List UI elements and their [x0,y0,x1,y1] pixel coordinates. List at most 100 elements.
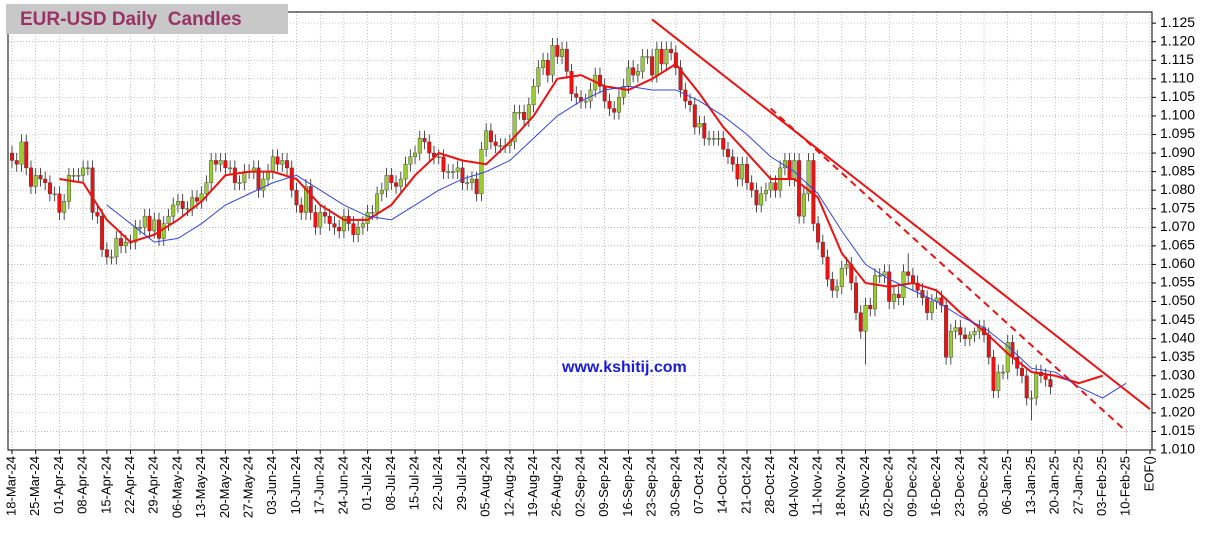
x-tick-label: 13-Jan-25 [1023,456,1038,515]
candle-body [602,86,607,102]
x-tick-label: 06-Jan-25 [999,456,1014,515]
candle-body [427,141,432,154]
candle-body [659,48,664,65]
candle-body [213,160,218,165]
x-tick-label: 10-Jun-24 [288,456,303,515]
candle-body [560,48,565,57]
candle-body [398,178,403,187]
candle-body [38,175,43,180]
overlay-line [651,18,1151,410]
candle-body [180,201,185,209]
annotation: www.kshitij.com [561,359,687,376]
candle-body [1048,379,1053,388]
candle-body [66,175,71,202]
overlay-line [769,107,1127,433]
marks-layer [10,18,1151,433]
y-tick-label: 1.090 [1160,144,1195,160]
candle-body [1043,375,1048,380]
candle-body [711,138,716,140]
candle-body [707,138,712,140]
candle-body [318,212,323,228]
x-tick-label: 02-Sep-24 [572,456,587,517]
candle-body [858,312,863,332]
x-tick-label: 20-May-24 [217,456,232,518]
candle-body [313,212,318,228]
x-tick-label: 21-Oct-24 [738,456,753,514]
candle-body [835,286,840,291]
candle-body [71,175,76,177]
candle-body [692,104,697,128]
candle-body [626,67,631,87]
candle-body [304,186,308,213]
candle-body [465,182,470,184]
x-tick-label: 01-Apr-24 [51,456,66,514]
candle-body [498,145,503,147]
candle-body [664,48,669,65]
candle-body [166,215,171,224]
x-tick-label: 06-May-24 [169,456,184,518]
x-tick-label: 13-May-24 [193,456,208,518]
candle-body [228,167,233,170]
candle-body [123,241,128,247]
candle-body [721,138,726,150]
candle-body [735,163,740,180]
candle-body [1029,397,1034,400]
x-tick-label: 02-Dec-24 [881,456,896,517]
candle-body [161,223,166,239]
candle-body [119,238,124,247]
candle-body [825,256,830,280]
candle-body [351,223,356,235]
candle-body [512,112,517,143]
candle-body [218,160,223,165]
candle-body [104,249,109,258]
x-tick-label: 14-Oct-24 [715,456,730,514]
candle-body [948,331,953,358]
candle-body [702,123,707,139]
y-tick-label: 1.110 [1160,70,1194,86]
x-tick-label: 22-Jul-24 [430,456,445,510]
candle-body [759,193,764,206]
candle-body [10,152,14,161]
x-tick-label: 23-Dec-24 [952,456,967,517]
candle-body [1005,342,1010,373]
candle-body [839,267,844,287]
candle-body [654,48,659,76]
candle-body [90,167,95,213]
candle-body [57,193,62,213]
candle-body [232,167,237,183]
candle-body [337,227,342,232]
candle-body [1019,368,1024,376]
candle-body [631,67,636,76]
candle-body [95,212,100,217]
title-box [6,4,288,34]
candle-body [996,371,1001,391]
y-tick-label: 1.115 [1160,51,1194,67]
candle-body [413,152,418,157]
candle-body [906,271,911,276]
x-tick-label: 22-Apr-24 [122,456,137,514]
x-tick-label: 26-Aug-24 [549,456,564,517]
x-tick-label: 12-Aug-24 [501,456,516,517]
x-tick-label: 15-Jul-24 [406,456,421,510]
candle-body [635,71,640,76]
x-tick-label: 29-Jul-24 [454,456,469,510]
plot-frame [7,11,1153,451]
candle-body [749,182,754,191]
x-tick-label: 07-Oct-24 [691,456,706,514]
candle-body [62,201,67,213]
candle-body [194,197,199,202]
candle-body [270,156,275,172]
y-tick-label: 1.125 [1160,14,1195,30]
candle-body [597,74,602,87]
overlay-line [106,85,1127,399]
candle-body [541,60,546,68]
candle-body [536,67,541,87]
candle-body [147,215,152,232]
y-tick-label: 1.030 [1160,366,1195,382]
candle-body [24,141,29,169]
candle-body [266,171,271,180]
candle-body [308,186,313,213]
y-tick-label: 1.015 [1160,422,1195,438]
candle-body [673,52,678,68]
